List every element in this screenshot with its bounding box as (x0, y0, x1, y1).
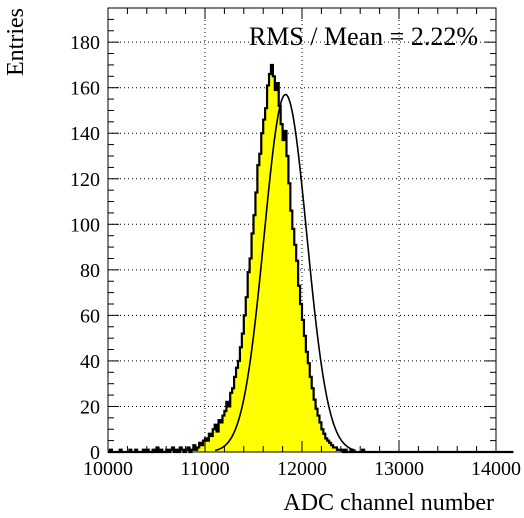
y-tick-label: 120 (70, 169, 100, 191)
rms-mean-annotation: RMS / Mean = 2.22% (249, 22, 478, 51)
grid-lines (108, 8, 496, 452)
x-tick-label: 11000 (180, 458, 229, 480)
axis-ticks (107, 7, 497, 453)
x-tick-label: 13000 (374, 458, 424, 480)
y-tick-label: 140 (70, 123, 100, 145)
y-tick-label: 160 (70, 78, 100, 100)
y-tick-label: 100 (70, 214, 100, 236)
tick-labels: 10000 11000 12000 13000 14000 0 20 40 60 80 100 120… (70, 32, 521, 480)
y-tick-label: 180 (70, 32, 100, 54)
x-axis-label: ADC channel number (283, 490, 494, 516)
histogram-fill (108, 64, 514, 452)
x-tick-label: 12000 (277, 458, 327, 480)
y-tick-label: 40 (80, 351, 100, 373)
x-tick-label: 10000 (83, 458, 133, 480)
y-tick-label: 80 (80, 260, 100, 282)
y-tick-label: 60 (80, 305, 100, 327)
y-axis-label: Entries (3, 8, 29, 76)
y-tick-label: 0 (90, 442, 100, 464)
y-tick-label: 20 (80, 396, 100, 418)
gaussian-fit-curve (214, 93, 356, 452)
x-tick-label: 14000 (471, 458, 521, 480)
